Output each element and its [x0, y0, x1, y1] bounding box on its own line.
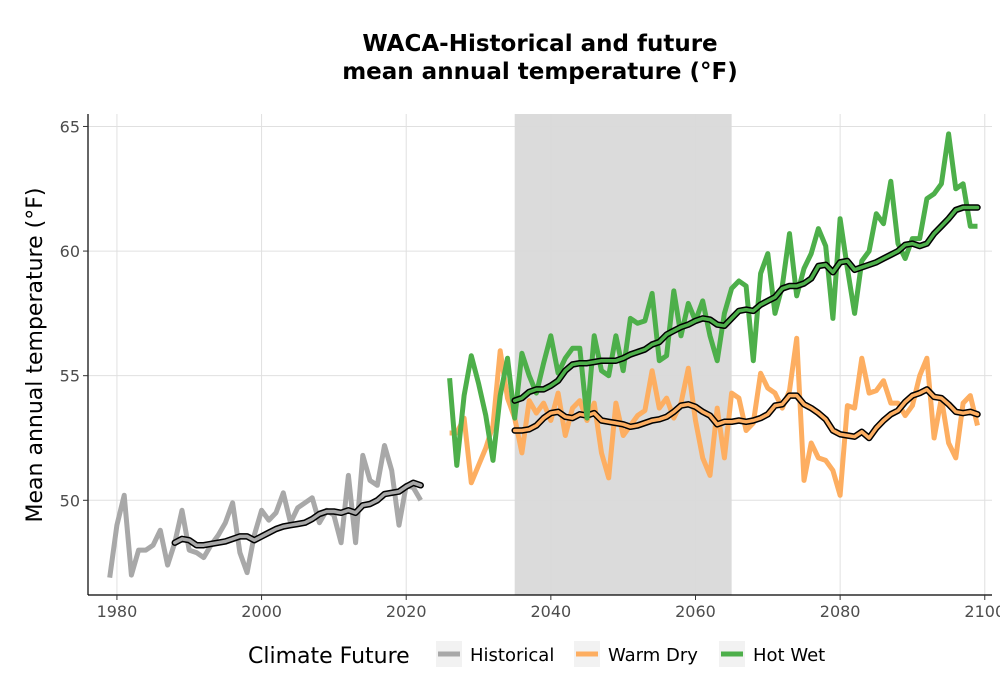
y-tick-label: 50: [60, 491, 80, 510]
x-tick-label: 2100: [964, 602, 1000, 621]
legend-label: Historical: [470, 645, 554, 666]
series-line-warm-dry-running-mean: [512, 387, 980, 440]
legend: Climate Future Historical Warm Dry Hot Wet: [248, 641, 825, 669]
chart-title-line1: WACA-Historical and future: [362, 31, 718, 57]
x-tick-label: 2040: [530, 602, 571, 621]
x-tick-label: 2060: [675, 602, 716, 621]
y-axis-label: Mean annual temperature (°F): [23, 188, 48, 523]
y-axis-ticks: 50 55 60 65: [60, 117, 88, 510]
chart-title-line2: mean annual temperature (°F): [342, 59, 738, 85]
x-tick-label: 1980: [97, 602, 138, 621]
x-tick-label: 2000: [241, 602, 282, 621]
series-line-warm-dry: [449, 335, 980, 498]
series-line-historical: [107, 443, 423, 578]
y-tick-label: 55: [60, 367, 80, 386]
x-tick-label: 2080: [820, 602, 861, 621]
series-layer: [107, 131, 981, 578]
series-line-hot-wet-running-mean: [512, 205, 980, 403]
axes: [87, 114, 992, 596]
x-axis-ticks: 1980 2000 2020 2040 2060 2080 2100: [97, 595, 1000, 621]
y-tick-label: 65: [60, 117, 80, 136]
x-tick-label: 2020: [386, 602, 427, 621]
legend-label: Warm Dry: [608, 645, 698, 666]
legend-label: Hot Wet: [753, 645, 825, 666]
legend-title: Climate Future: [248, 644, 410, 669]
series-line-historical-running-mean: [173, 481, 423, 547]
series-outline-historical-running-mean: [171, 479, 424, 549]
y-tick-label: 60: [60, 242, 80, 261]
